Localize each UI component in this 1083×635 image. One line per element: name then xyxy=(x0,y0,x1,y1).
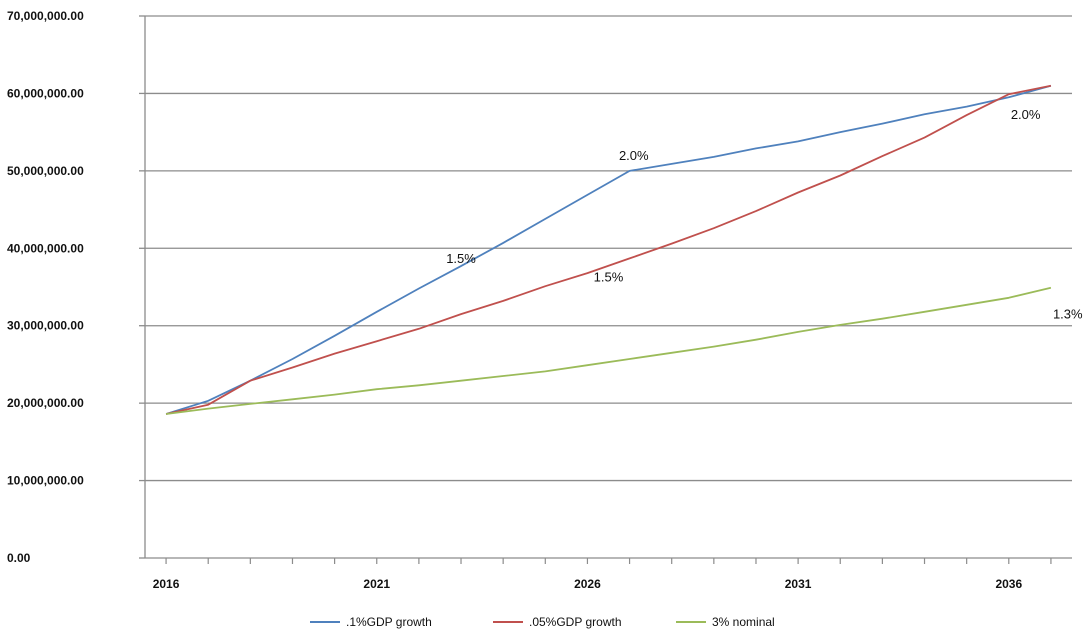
annotation-label: 2.0% xyxy=(1011,107,1041,122)
series-line-1 xyxy=(165,84,1052,415)
series-line-2 xyxy=(165,84,1052,415)
series-line-3 xyxy=(165,286,1052,415)
x-tick-label: 2021 xyxy=(363,577,390,591)
y-tick-label: 0.00 xyxy=(7,551,31,565)
annotations: 1.5% 2.0% 1.5% 2.0% 1.3% xyxy=(446,107,1083,322)
y-axis-tick-labels: 0.00 10,000,000.00 20,000,000.00 30,000,000… xyxy=(7,9,84,565)
annotation-label: 1.5% xyxy=(446,251,476,266)
x-tick-label: 2016 xyxy=(153,577,180,591)
series-lines xyxy=(165,84,1052,415)
x-tick-label: 2031 xyxy=(785,577,812,591)
x-tick-label: 2036 xyxy=(995,577,1022,591)
annotation-label: 2.0% xyxy=(619,148,649,163)
legend-entry-3: 3% nominal xyxy=(712,615,775,629)
y-tick-label: 20,000,000.00 xyxy=(7,396,84,410)
y-tick-label: 50,000,000.00 xyxy=(7,164,84,178)
x-axis-tick-labels: 2016 2021 2026 2031 2036 xyxy=(153,577,1023,591)
y-tick-label: 60,000,000.00 xyxy=(7,86,84,100)
y-tick-label: 40,000,000.00 xyxy=(7,241,84,255)
legend-entry-1: .1%GDP growth xyxy=(346,615,432,629)
y-tick-label: 10,000,000.00 xyxy=(7,474,84,488)
y-tick-label: 30,000,000.00 xyxy=(7,319,84,333)
legend: .1%GDP growth .05%GDP growth 3% nominal xyxy=(310,615,775,629)
axes xyxy=(144,16,1072,564)
x-tick-label: 2026 xyxy=(574,577,601,591)
legend-entry-2: .05%GDP growth xyxy=(529,615,622,629)
annotation-label: 1.3% xyxy=(1053,307,1083,322)
gridlines xyxy=(139,15,1072,559)
y-tick-label: 70,000,000.00 xyxy=(7,9,84,23)
annotation-label: 1.5% xyxy=(594,270,624,285)
